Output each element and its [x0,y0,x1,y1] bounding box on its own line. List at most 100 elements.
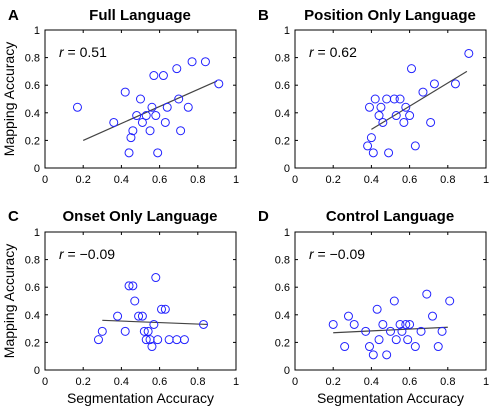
panel-title: Position Only Language [304,7,476,24]
chart-panel-d: D Control Language 0 0.2 0.4 0.6 0.8 1 0 0.2 0.4 0.… [258,208,489,406]
data-point [386,326,395,336]
data-point [372,304,382,314]
y-tick-label: 0.2 [25,337,40,349]
panel-letter: A [8,7,19,24]
data-point [164,335,174,345]
data-point [126,133,136,143]
data-point [93,335,103,345]
data-point [418,87,428,97]
x-tick-label: 0.8 [440,174,455,186]
data-point [364,342,374,352]
data-point [153,335,163,345]
data-point [147,102,157,112]
data-point [382,94,392,104]
y-tick-label: 0.4 [275,108,290,120]
y-tick-label: 0.6 [25,80,40,92]
data-point [149,319,159,329]
data-point [395,94,405,104]
data-point [162,102,172,112]
y-tick-label: 0.4 [25,108,40,120]
data-point [401,319,411,329]
correlation-value: = −0.09 [64,246,116,262]
data-point [145,126,155,136]
y-tick-label: 0.4 [275,310,290,322]
x-tick-label: 0 [292,376,298,388]
x-tick-label: 0.6 [402,174,417,186]
correlation-label: r = 0.51 [59,44,107,60]
y-tick-label: 0.8 [275,255,290,267]
x-tick-label: 0.8 [190,376,205,388]
data-point [391,111,401,121]
panel-letter: B [258,7,269,24]
data-point [426,117,436,127]
data-point [214,79,224,89]
data-point [401,102,411,112]
x-tick-label: 1 [483,376,489,388]
panel-title: Onset Only Language [62,208,217,225]
x-tick-label: 1 [483,174,489,186]
data-point [151,273,161,283]
y-tick-label: 0.2 [25,135,40,147]
correlation-label: r = −0.09 [59,246,115,262]
data-point [445,296,455,306]
x-tick-label: 0.4 [364,376,379,388]
data-point [147,342,157,352]
correlation-value: = 0.62 [314,44,357,60]
data-point [407,64,417,74]
y-tick-label: 1 [284,25,290,37]
data-point [132,111,142,121]
data-point [153,148,163,158]
plot-frame [44,231,237,371]
y-tick-label: 0 [284,163,290,175]
regression-line [102,319,208,326]
data-point [149,71,159,81]
y-tick-label: 0.6 [275,282,290,294]
y-axis-label: Mapping Accuracy [1,244,17,358]
correlation-symbol: r [309,246,315,262]
plot-frame [294,231,487,371]
regression-line [371,70,468,130]
x-tick-label: 0 [42,376,48,388]
data-point [200,57,210,67]
x-tick-label: 0 [292,174,298,186]
x-tick-label: 0.2 [326,174,341,186]
y-tick-label: 0 [34,365,40,377]
y-tick-label: 1 [34,227,40,239]
data-point [151,111,161,121]
data-point [160,304,170,314]
data-point [124,281,134,291]
data-point [376,102,386,112]
data-point [187,57,197,67]
regression-line [333,326,448,334]
data-point [374,111,384,121]
y-tick-label: 0.8 [25,255,40,267]
data-point [141,111,151,121]
data-point [199,319,209,329]
data-point [405,111,415,121]
x-tick-label: 0.4 [114,376,129,388]
plot-frame [44,29,237,169]
x-tick-label: 0 [42,174,48,186]
data-point [130,296,140,306]
panel-title: Control Language [326,208,454,225]
data-point [137,311,147,321]
y-tick-label: 0 [284,365,290,377]
panel-letter: C [8,208,19,225]
y-tick-label: 0 [34,163,40,175]
data-point [378,319,388,329]
data-point [382,350,392,360]
panel-letter: D [258,208,269,225]
x-tick-label: 1 [233,174,239,186]
data-point [399,117,409,127]
data-point [143,326,153,336]
y-tick-label: 0.2 [275,337,290,349]
data-point [450,79,460,89]
data-point [97,326,107,336]
y-tick-label: 0.6 [25,282,40,294]
data-point [158,71,168,81]
data-point [113,311,123,321]
chart-panel-c: C Onset Only Language 0 0.2 0.4 0.6 0.8 1 0 0.2 0.… [1,208,239,406]
data-point [343,311,353,321]
y-tick-label: 1 [34,25,40,37]
